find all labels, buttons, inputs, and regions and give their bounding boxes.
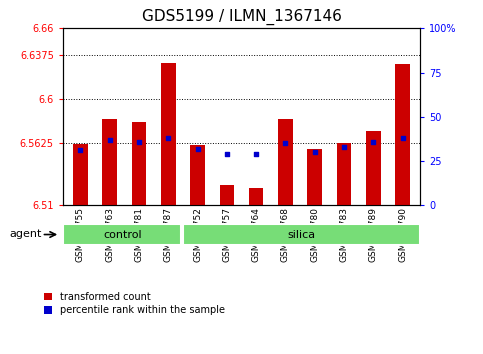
Bar [73, 144, 88, 205]
Bar [337, 143, 351, 205]
Bar [395, 64, 410, 205]
Bar [183, 224, 420, 245]
Bar [220, 185, 234, 205]
Text: silica: silica [287, 229, 315, 240]
Point [76, 148, 84, 153]
Bar [307, 149, 322, 205]
Bar [366, 131, 381, 205]
Point [311, 149, 319, 155]
Point [164, 135, 172, 141]
Point [252, 151, 260, 157]
Bar [278, 119, 293, 205]
Bar [63, 224, 181, 245]
Point [106, 137, 114, 143]
Point [135, 139, 143, 144]
Point [282, 141, 289, 146]
Text: agent: agent [10, 229, 42, 239]
Bar [161, 63, 176, 205]
Point [223, 151, 231, 157]
Bar [102, 119, 117, 205]
Point [369, 139, 377, 144]
Text: control: control [103, 229, 142, 240]
Point [399, 135, 407, 141]
Legend: transformed count, percentile rank within the sample: transformed count, percentile rank withi… [43, 292, 225, 315]
Point [340, 144, 348, 150]
Bar [190, 144, 205, 205]
Point [194, 146, 201, 152]
Bar [249, 188, 263, 205]
Bar [132, 121, 146, 205]
Text: GDS5199 / ILMN_1367146: GDS5199 / ILMN_1367146 [142, 9, 341, 25]
